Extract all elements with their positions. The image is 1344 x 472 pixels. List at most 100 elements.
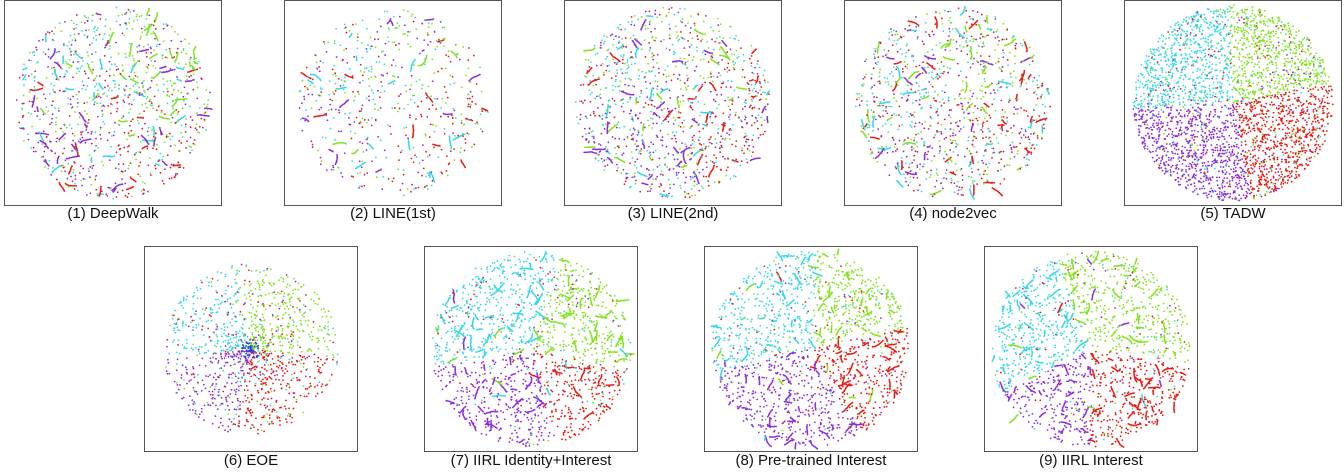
- scatter-point: [734, 37, 737, 40]
- scatter-point: [986, 21, 989, 24]
- scatter-point: [161, 158, 164, 161]
- scatter-point: [1042, 123, 1045, 126]
- scatter-point: [607, 106, 609, 109]
- scatter-point: [643, 174, 646, 177]
- scatter-point: [123, 120, 126, 123]
- scatter-point: [603, 40, 606, 43]
- scatter-point: [464, 166, 467, 169]
- scatter-point: [969, 98, 972, 100]
- scatter-point: [969, 89, 972, 92]
- scatter-point: [741, 87, 744, 90]
- scatter-point: [981, 159, 984, 162]
- scatter-point: [904, 176, 907, 179]
- scatter-point: [160, 111, 163, 114]
- scatter-point: [971, 143, 974, 146]
- scatter-point: [177, 111, 180, 113]
- scatter-point: [176, 47, 179, 50]
- scatter-point: [878, 71, 881, 74]
- scatter-point: [925, 91, 928, 94]
- scatter-point: [47, 133, 50, 136]
- scatter-point: [339, 85, 342, 87]
- scatter-point: [344, 91, 347, 94]
- scatter-point: [1044, 105, 1047, 108]
- scatter-point: [143, 110, 145, 113]
- scatter-point: [756, 72, 759, 75]
- scatter-point: [585, 138, 587, 141]
- scatter-point: [661, 20, 663, 23]
- scatter-point: [62, 44, 65, 47]
- scatter-point: [328, 80, 331, 83]
- scatter-point: [759, 89, 761, 92]
- scatter-point: [407, 30, 410, 33]
- scatter-point: [51, 166, 54, 169]
- scatter-point: [919, 163, 922, 166]
- scatter-point: [30, 147, 33, 149]
- scatter-point: [867, 117, 870, 120]
- scatter-point: [62, 59, 65, 62]
- scatter-point: [702, 127, 705, 130]
- scatter-point: [616, 69, 618, 72]
- scatter-point: [1043, 127, 1045, 130]
- scatter-point: [179, 149, 182, 152]
- scatter-point: [650, 117, 652, 120]
- scatter-point: [102, 155, 105, 158]
- scatter-point: [38, 131, 41, 134]
- scatter-point: [91, 130, 93, 133]
- scatter-point: [713, 181, 716, 184]
- scatter-point: [911, 83, 913, 86]
- scatter-point: [885, 53, 888, 55]
- scatter-point: [745, 122, 748, 125]
- scatter-point: [668, 8, 671, 11]
- scatter-point: [390, 133, 392, 135]
- scatter-point: [693, 140, 696, 143]
- scatter-point: [678, 60, 681, 62]
- scatter-point: [762, 74, 765, 77]
- scatter-point: [161, 116, 164, 119]
- scatter-point: [709, 116, 712, 119]
- scatter-point: [124, 194, 127, 197]
- scatter-point: [331, 99, 334, 102]
- scatter-point: [450, 146, 453, 148]
- scatter-point: [630, 109, 632, 112]
- scatter-point: [637, 69, 640, 71]
- scatter-point: [168, 132, 171, 135]
- scatter-point: [384, 42, 387, 45]
- scatter-point: [606, 55, 609, 58]
- scatter-point: [1010, 146, 1013, 149]
- scatter-point: [969, 119, 972, 122]
- scatter-point: [645, 168, 648, 171]
- scatter-point: [160, 109, 163, 112]
- scatter-point: [322, 61, 325, 64]
- scatter-point: [918, 184, 921, 186]
- scatter-point: [635, 100, 637, 102]
- scatter-point: [929, 104, 932, 107]
- scatter-point: [85, 29, 88, 32]
- scatter-point: [175, 66, 178, 69]
- scatter-point: [611, 158, 613, 161]
- scatter-point: [973, 131, 975, 133]
- scatter-point: [916, 145, 919, 148]
- scatter-point: [325, 50, 328, 53]
- scatter-point: [153, 95, 156, 98]
- scatter-point: [74, 50, 77, 53]
- scatter-point: [969, 161, 972, 164]
- scatter-point: [866, 111, 869, 114]
- scatter-point: [679, 7, 681, 10]
- scatter-point: [929, 145, 932, 148]
- scatter-point: [89, 43, 91, 46]
- scatter-point: [445, 91, 448, 94]
- scatter-point: [453, 159, 456, 161]
- scatter-point: [608, 122, 611, 124]
- scatter-point: [755, 90, 757, 93]
- scatter-point: [36, 107, 39, 110]
- scatter-point: [370, 76, 373, 78]
- scatter-point: [691, 143, 694, 145]
- scatter-point: [1005, 82, 1008, 85]
- scatter-point: [395, 27, 398, 30]
- scatter-point: [63, 190, 66, 192]
- scatter-point: [745, 138, 748, 141]
- scatter-point: [866, 126, 869, 129]
- scatter-point: [87, 65, 90, 68]
- scatter-point: [191, 149, 193, 152]
- scatter-point: [986, 120, 989, 123]
